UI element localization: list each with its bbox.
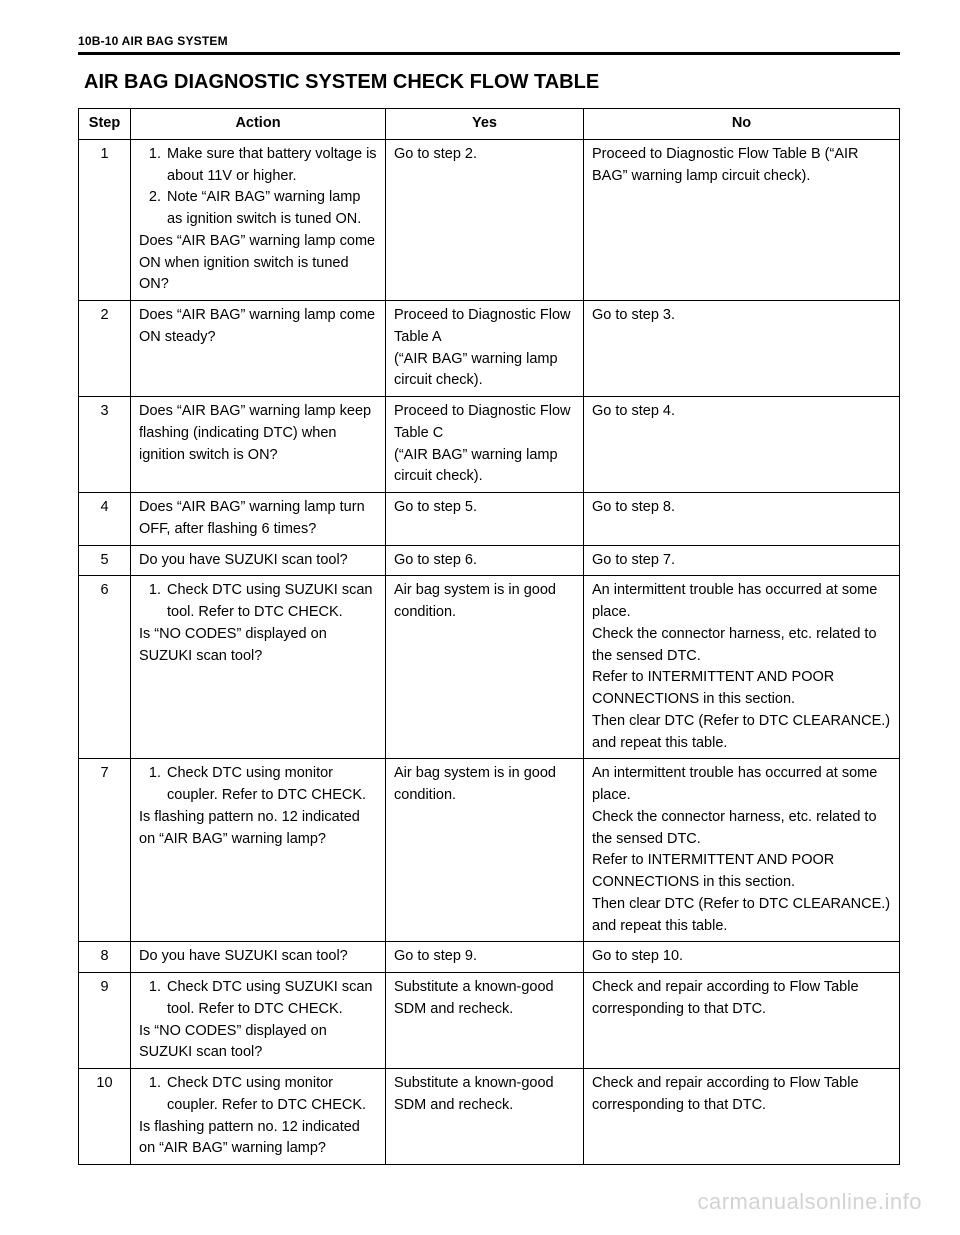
action-list-item: Check DTC using SUZUKI scan tool. Refer …: [165, 580, 377, 624]
col-yes: Yes: [386, 109, 584, 140]
cell-yes: Go to step 9.: [386, 942, 584, 973]
cell-step: 2: [79, 301, 131, 397]
cell-no: Go to step 10.: [584, 942, 900, 973]
cell-no: Check and repair according to Flow Table…: [584, 973, 900, 1069]
action-ordered-list: Check DTC using SUZUKI scan tool. Refer …: [139, 977, 377, 1021]
cell-action: Does “AIR BAG” warning lamp come ON stea…: [131, 301, 386, 397]
cell-yes: Air bag system is in good condition.: [386, 759, 584, 942]
cell-action: Make sure that battery voltage is about …: [131, 139, 386, 300]
flow-table: Step Action Yes No 1 Make sure that batte…: [78, 108, 900, 1165]
section-title: AIR BAG DIAGNOSTIC SYSTEM CHECK FLOW TAB…: [84, 71, 900, 94]
action-list-item: Note “AIR BAG” warning lamp as ignition …: [165, 187, 377, 231]
cell-action: Do you have SUZUKI scan tool?: [131, 545, 386, 576]
watermark: carmanualsonline.info: [697, 1189, 922, 1215]
cell-yes: Go to step 5.: [386, 493, 584, 546]
cell-step: 1: [79, 139, 131, 300]
action-question: Is “NO CODES” displayed on SUZUKI scan t…: [139, 624, 377, 668]
cell-action: Does “AIR BAG” warning lamp turn OFF, af…: [131, 493, 386, 546]
cell-yes: Proceed to Diagnostic Flow Table A(“AIR …: [386, 301, 584, 397]
cell-yes: Go to step 2.: [386, 139, 584, 300]
cell-yes: Air bag system is in good condition.: [386, 576, 584, 759]
table-row: 10 Check DTC using monitor coupler. Refer…: [79, 1069, 900, 1165]
page-header-label: 10B-10 AIR BAG SYSTEM: [78, 34, 900, 48]
table-row: 8Do you have SUZUKI scan tool?Go to step…: [79, 942, 900, 973]
table-row: 2Does “AIR BAG” warning lamp come ON ste…: [79, 301, 900, 397]
cell-action: Do you have SUZUKI scan tool?: [131, 942, 386, 973]
cell-no: Go to step 3.: [584, 301, 900, 397]
col-step: Step: [79, 109, 131, 140]
cell-step: 7: [79, 759, 131, 942]
cell-yes: Substitute a known-good SDM and recheck.: [386, 1069, 584, 1165]
table-row: 1 Make sure that battery voltage is about…: [79, 139, 900, 300]
cell-step: 10: [79, 1069, 131, 1165]
page-container: 10B-10 AIR BAG SYSTEM AIR BAG DIAGNOSTIC…: [0, 0, 960, 1235]
cell-step: 9: [79, 973, 131, 1069]
cell-no: Go to step 7.: [584, 545, 900, 576]
table-row: 7 Check DTC using monitor coupler. Refer …: [79, 759, 900, 942]
cell-no: An intermittent trouble has occurred at …: [584, 576, 900, 759]
action-question: Is “NO CODES” displayed on SUZUKI scan t…: [139, 1021, 377, 1065]
table-row: 5Do you have SUZUKI scan tool?Go to step…: [79, 545, 900, 576]
cell-no: Check and repair according to Flow Table…: [584, 1069, 900, 1165]
action-list-item: Make sure that battery voltage is about …: [165, 144, 377, 188]
col-action: Action: [131, 109, 386, 140]
cell-no: An intermittent trouble has occurred at …: [584, 759, 900, 942]
table-row: 9 Check DTC using SUZUKI scan tool. Refer…: [79, 973, 900, 1069]
cell-action: Check DTC using monitor coupler. Refer t…: [131, 759, 386, 942]
cell-yes: Proceed to Diagnostic Flow Table C(“AIR …: [386, 397, 584, 493]
cell-step: 5: [79, 545, 131, 576]
cell-step: 8: [79, 942, 131, 973]
action-list-item: Check DTC using monitor coupler. Refer t…: [165, 763, 377, 807]
cell-yes: Substitute a known-good SDM and recheck.: [386, 973, 584, 1069]
action-question: Is flashing pattern no. 12 indicated on …: [139, 807, 377, 851]
action-list-item: Check DTC using SUZUKI scan tool. Refer …: [165, 977, 377, 1021]
cell-step: 6: [79, 576, 131, 759]
header-rule: [78, 52, 900, 55]
cell-action: Does “AIR BAG” warning lamp keep flashin…: [131, 397, 386, 493]
col-no: No: [584, 109, 900, 140]
table-header-row: Step Action Yes No: [79, 109, 900, 140]
cell-no: Go to step 4.: [584, 397, 900, 493]
cell-action: Check DTC using SUZUKI scan tool. Refer …: [131, 973, 386, 1069]
cell-action: Check DTC using monitor coupler. Refer t…: [131, 1069, 386, 1165]
cell-action: Check DTC using SUZUKI scan tool. Refer …: [131, 576, 386, 759]
flow-table-body: 1 Make sure that battery voltage is about…: [79, 139, 900, 1164]
action-ordered-list: Check DTC using monitor coupler. Refer t…: [139, 1073, 377, 1117]
table-row: 6 Check DTC using SUZUKI scan tool. Refer…: [79, 576, 900, 759]
cell-step: 3: [79, 397, 131, 493]
cell-no: Proceed to Diagnostic Flow Table B (“AIR…: [584, 139, 900, 300]
cell-no: Go to step 8.: [584, 493, 900, 546]
cell-yes: Go to step 6.: [386, 545, 584, 576]
action-ordered-list: Check DTC using SUZUKI scan tool. Refer …: [139, 580, 377, 624]
cell-step: 4: [79, 493, 131, 546]
action-ordered-list: Check DTC using monitor coupler. Refer t…: [139, 763, 377, 807]
table-row: 4Does “AIR BAG” warning lamp turn OFF, a…: [79, 493, 900, 546]
action-list-item: Check DTC using monitor coupler. Refer t…: [165, 1073, 377, 1117]
action-question: Does “AIR BAG” warning lamp come ON when…: [139, 231, 377, 296]
action-ordered-list: Make sure that battery voltage is about …: [139, 144, 377, 231]
table-row: 3Does “AIR BAG” warning lamp keep flashi…: [79, 397, 900, 493]
action-question: Is flashing pattern no. 12 indicated on …: [139, 1117, 377, 1161]
